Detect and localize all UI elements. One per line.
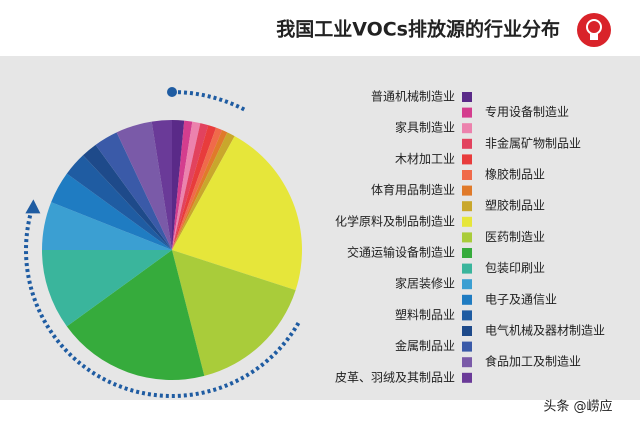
legend-swatch	[462, 232, 472, 243]
legend-swatch	[462, 201, 472, 212]
legend-swatch	[462, 310, 472, 321]
pie-slice	[172, 250, 296, 376]
legend-swatch	[462, 326, 472, 336]
pie-slice	[51, 173, 172, 250]
legend-label: 家具制造业	[395, 120, 455, 135]
legend-label: 皮革、羽绒及其制品业	[335, 370, 455, 384]
pie-slice	[172, 120, 193, 251]
decor-arrowhead	[25, 199, 41, 214]
legend-swatch	[462, 170, 472, 180]
legend-label: 家居装修业	[395, 276, 455, 291]
legend-label: 电气机械及器材制造业	[485, 323, 605, 338]
legend-label: 金属制品业	[395, 338, 455, 353]
decor-dot	[167, 87, 177, 97]
pie-slice	[172, 120, 185, 250]
pie-slice	[172, 125, 217, 250]
legend-swatch	[462, 294, 472, 305]
legend-label: 电子及通信业	[485, 292, 557, 306]
legend-swatch	[462, 123, 472, 134]
legend-swatch	[462, 248, 472, 258]
legend-swatch	[462, 107, 472, 118]
legend-label: 塑料制品业	[395, 307, 455, 322]
pie-slice	[42, 202, 172, 250]
pie-slice	[116, 121, 172, 250]
pie	[42, 120, 303, 381]
legend-swatch	[462, 92, 472, 102]
decor-arrow	[24, 87, 301, 398]
pie-slice	[151, 120, 172, 250]
pie-slice	[83, 144, 172, 250]
pie-slice	[42, 250, 172, 327]
legend-swatch	[462, 154, 472, 165]
pie-slice	[172, 121, 201, 250]
legend-swatch	[462, 185, 472, 196]
legend-label: 包装印刷业	[485, 261, 545, 275]
legend-swatch	[462, 372, 472, 383]
pie-slice	[66, 250, 205, 381]
legend-label: 体育用品制造业	[371, 182, 455, 197]
decor-arc	[24, 211, 301, 398]
legend-label: 专用设备制造业	[485, 104, 569, 119]
pie-slice	[172, 123, 209, 250]
pie-slice	[172, 136, 303, 291]
legend-swatch	[462, 138, 472, 149]
legend-label: 塑胶制品业	[485, 198, 545, 213]
legend-swatch	[462, 341, 472, 352]
legend: 普通机械制造业专用设备制造业家具制造业非金属矿物制品业木材加工业橡胶制品业体育用…	[335, 89, 605, 385]
legend-label: 化学原料及制品制造业	[335, 213, 455, 228]
bulb-icon	[577, 13, 611, 47]
legend-label: 医药制造业	[485, 230, 545, 244]
pie-slice	[172, 127, 223, 250]
legend-label: 食品加工及制造业	[485, 354, 581, 369]
legend-label: 交通运输设备制造业	[347, 245, 455, 260]
chart-title: 我国工业VOCs排放源的行业分布	[276, 18, 560, 41]
legend-label: 非金属矿物制品业	[485, 135, 581, 150]
pie-slice	[172, 130, 228, 250]
legend-swatch	[462, 216, 472, 227]
legend-swatch	[462, 279, 472, 290]
legend-label: 木材加工业	[395, 152, 455, 166]
pie-slice	[172, 132, 235, 250]
legend-label: 橡胶制品业	[485, 167, 545, 182]
legend-label: 普通机械制造业	[371, 89, 455, 104]
pie-slice	[66, 155, 172, 250]
legend-swatch	[462, 357, 472, 368]
decor-arc	[171, 90, 248, 113]
legend-swatch	[462, 263, 472, 274]
pie-slice	[95, 132, 172, 250]
footer: 头条 @崂应	[543, 399, 612, 415]
